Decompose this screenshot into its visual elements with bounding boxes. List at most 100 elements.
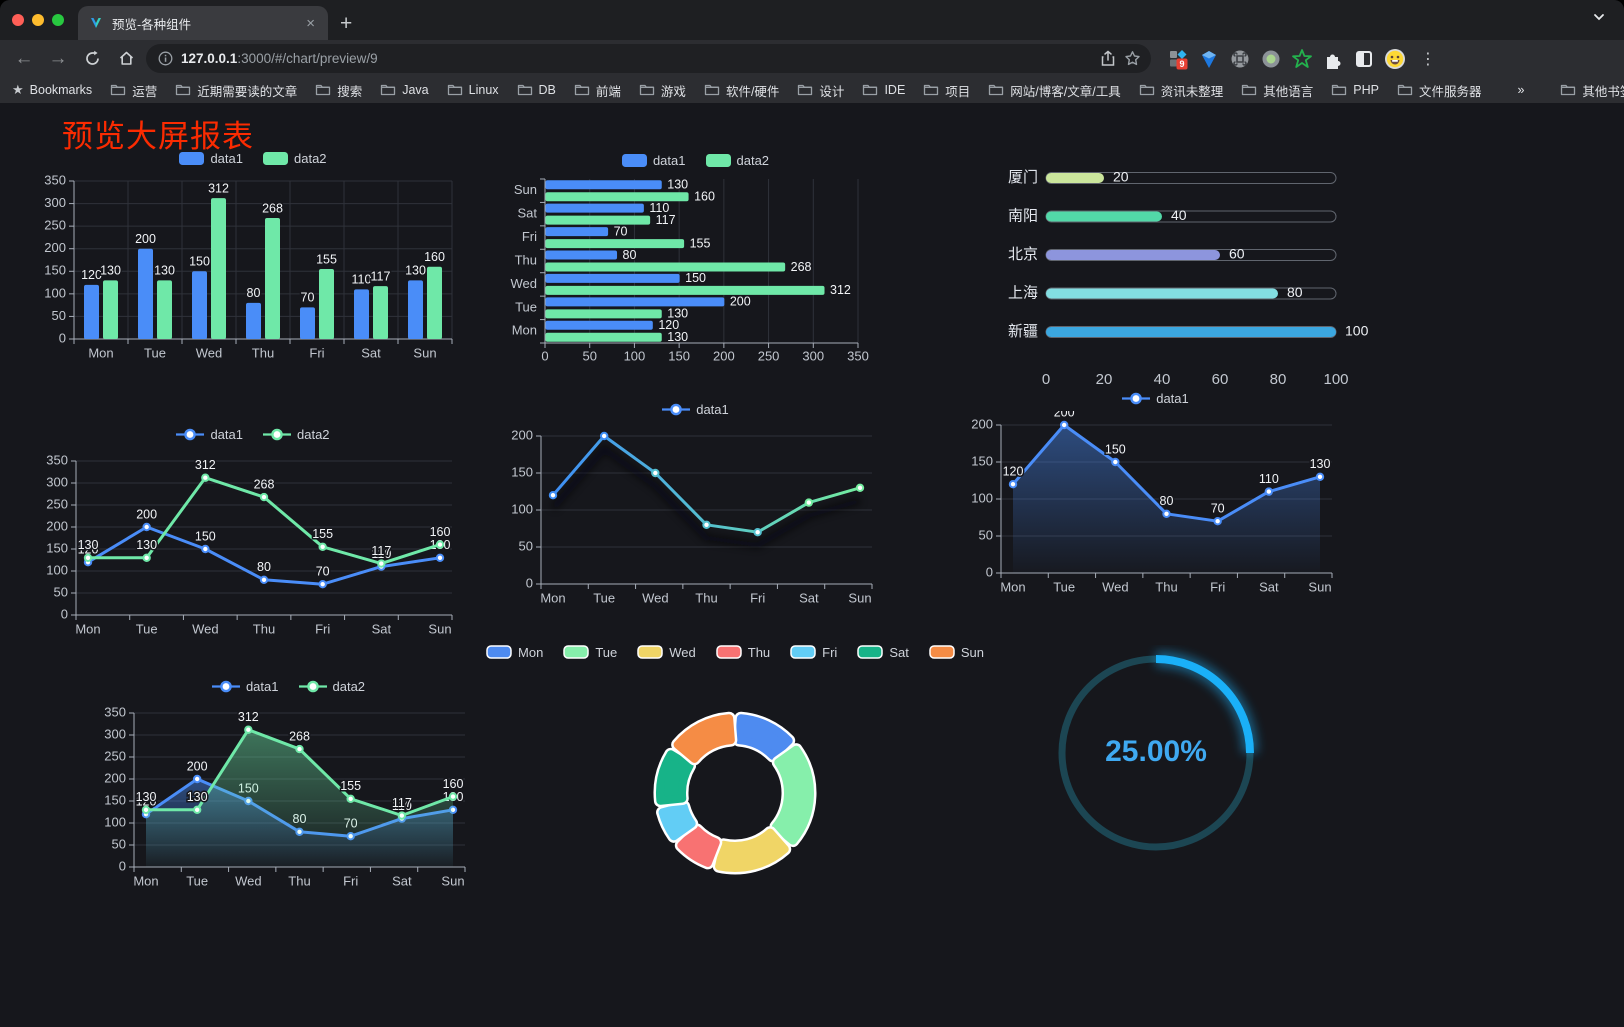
bookmark-folder[interactable]: 前端	[574, 81, 621, 100]
maximize-window-button[interactable]	[52, 14, 64, 26]
legend-item[interactable]: data1	[662, 402, 729, 417]
legend-item[interactable]: Sun	[929, 645, 984, 660]
legend-round-icon	[929, 645, 955, 659]
svg-text:Thu: Thu	[695, 590, 717, 605]
url-text[interactable]: 127.0.0.1:3000/#/chart/preview/9	[181, 51, 1092, 66]
legend-item[interactable]: Wed	[637, 645, 696, 660]
svg-text:50: 50	[52, 308, 66, 323]
dark-reader-icon[interactable]	[1353, 48, 1375, 70]
site-info-icon[interactable]	[158, 51, 173, 66]
svg-text:Tue: Tue	[515, 299, 537, 314]
dot-circle-icon[interactable]	[1260, 48, 1282, 70]
close-window-button[interactable]	[12, 14, 24, 26]
bookmark-folder-label: DB	[538, 83, 556, 97]
traffic-lights	[0, 0, 78, 40]
browser-menu-button[interactable]: ⋮	[1420, 50, 1436, 68]
folder-icon	[447, 84, 462, 96]
svg-text:200: 200	[730, 295, 751, 309]
bookmark-folder[interactable]: 软件/硬件	[704, 81, 779, 100]
svg-text:100: 100	[971, 490, 993, 505]
bookmark-folder[interactable]: DB	[517, 83, 556, 97]
legend-item[interactable]: data1	[1122, 391, 1189, 406]
svg-text:70: 70	[301, 291, 315, 305]
svg-text:312: 312	[238, 710, 259, 724]
bookmark-folder[interactable]: PHP	[1331, 83, 1379, 97]
legend-item[interactable]: data2	[263, 151, 327, 166]
new-tab-button[interactable]: +	[340, 12, 353, 35]
bookmark-folder[interactable]: Linux	[447, 83, 499, 97]
bookmark-folder[interactable]: Java	[380, 83, 429, 97]
svg-text:110: 110	[371, 547, 391, 561]
tab-search-chevron-icon[interactable]	[1592, 10, 1606, 29]
legend-item[interactable]: Fri	[790, 645, 837, 660]
bookmark-folder[interactable]: 网站/博客/文章/工具	[988, 81, 1121, 100]
share-icon[interactable]	[1100, 50, 1116, 67]
legend-round-icon	[637, 645, 663, 659]
browser-tab[interactable]: 预览-各种组件 ×	[78, 6, 328, 40]
legend-item[interactable]: data1	[176, 427, 243, 442]
legend-item[interactable]: data2	[298, 679, 365, 694]
bookmark-folder[interactable]: IDE	[862, 83, 905, 97]
legend-item[interactable]: data1	[179, 151, 243, 166]
folder-icon	[704, 84, 720, 96]
chart-legend: data1 data2	[38, 147, 468, 169]
grid-badge-icon[interactable]: 9	[1167, 48, 1189, 70]
svg-text:Wed: Wed	[192, 621, 219, 636]
blue-gem-icon[interactable]	[1198, 48, 1220, 70]
chart-legend: data1	[503, 398, 888, 420]
legend-item[interactable]: Tue	[563, 645, 617, 660]
folder-icon	[989, 84, 1004, 96]
svg-text:130: 130	[78, 538, 99, 552]
legend-item[interactable]: Mon	[486, 645, 543, 660]
svg-text:Sat: Sat	[517, 206, 537, 221]
tab-close-icon[interactable]: ×	[306, 14, 315, 32]
bookmarks-root-item[interactable]: ★ Bookmarks	[12, 82, 92, 98]
legend-item[interactable]: data1	[211, 679, 279, 694]
chart-canvas: 0 50 100 150 200 250 300 350 Mon Tue Wed Thu Fri Sat S…	[46, 452, 453, 636]
svg-text:120: 120	[78, 542, 99, 556]
svg-text:160: 160	[443, 777, 464, 791]
bookmark-folder[interactable]: 其他语言	[1241, 81, 1313, 100]
command-circle-icon[interactable]	[1229, 48, 1251, 70]
url-path: :3000/#/chart/preview/9	[237, 51, 378, 66]
other-bookmarks-folder[interactable]: 其他书签	[1560, 81, 1624, 100]
svg-text:0: 0	[526, 575, 533, 590]
legend-item[interactable]: data1	[621, 153, 686, 168]
bookmark-folder[interactable]: 游戏	[639, 81, 686, 100]
legend-item[interactable]: data2	[263, 427, 330, 442]
svg-text:268: 268	[289, 729, 310, 743]
bookmarks-overflow-button[interactable]: »	[1517, 83, 1525, 97]
bookmark-star-icon[interactable]	[1124, 50, 1141, 67]
home-button[interactable]	[112, 45, 140, 73]
legend-item[interactable]: Sat	[857, 645, 909, 660]
bookmark-folder[interactable]: 设计	[797, 81, 844, 100]
bookmark-folder[interactable]: 文件服务器	[1397, 81, 1481, 100]
bookmark-folder[interactable]: 项目	[923, 81, 970, 100]
bookmark-folder[interactable]: 运营	[110, 81, 157, 100]
svg-text:80: 80	[247, 286, 261, 300]
svg-text:Fri: Fri	[522, 229, 537, 244]
address-bar[interactable]: 127.0.0.1:3000/#/chart/preview/9	[146, 44, 1151, 73]
legend-label: Wed	[669, 644, 696, 660]
chart-canvas: 0 50 100 150 200 Mon Tue Wed Thu Fri Sat Sun	[511, 427, 873, 605]
legend-label: data1	[210, 426, 243, 442]
emoji-avatar-icon[interactable]	[1384, 48, 1406, 70]
legend-item[interactable]: Thu	[716, 645, 770, 660]
svg-text:150: 150	[104, 792, 126, 807]
back-button[interactable]: ←	[14, 47, 34, 69]
puzzle-icon[interactable]	[1322, 48, 1344, 70]
bookmark-folder[interactable]: 搜索	[315, 81, 362, 100]
folder-icon	[574, 84, 590, 96]
reload-button[interactable]	[78, 45, 106, 73]
bookmark-folder[interactable]: 近期需要读的文章	[175, 81, 297, 100]
svg-text:Sun: Sun	[848, 590, 871, 605]
green-star-icon[interactable]	[1291, 48, 1313, 70]
minimize-window-button[interactable]	[32, 14, 44, 26]
svg-text:0: 0	[119, 858, 126, 873]
forward-button[interactable]: →	[48, 47, 68, 69]
svg-text:117: 117	[371, 544, 391, 558]
legend-item[interactable]: data2	[705, 153, 769, 168]
svg-text:80: 80	[1270, 371, 1287, 388]
svg-text:40: 40	[1154, 371, 1171, 388]
bookmark-folder[interactable]: 资讯未整理	[1139, 81, 1223, 100]
